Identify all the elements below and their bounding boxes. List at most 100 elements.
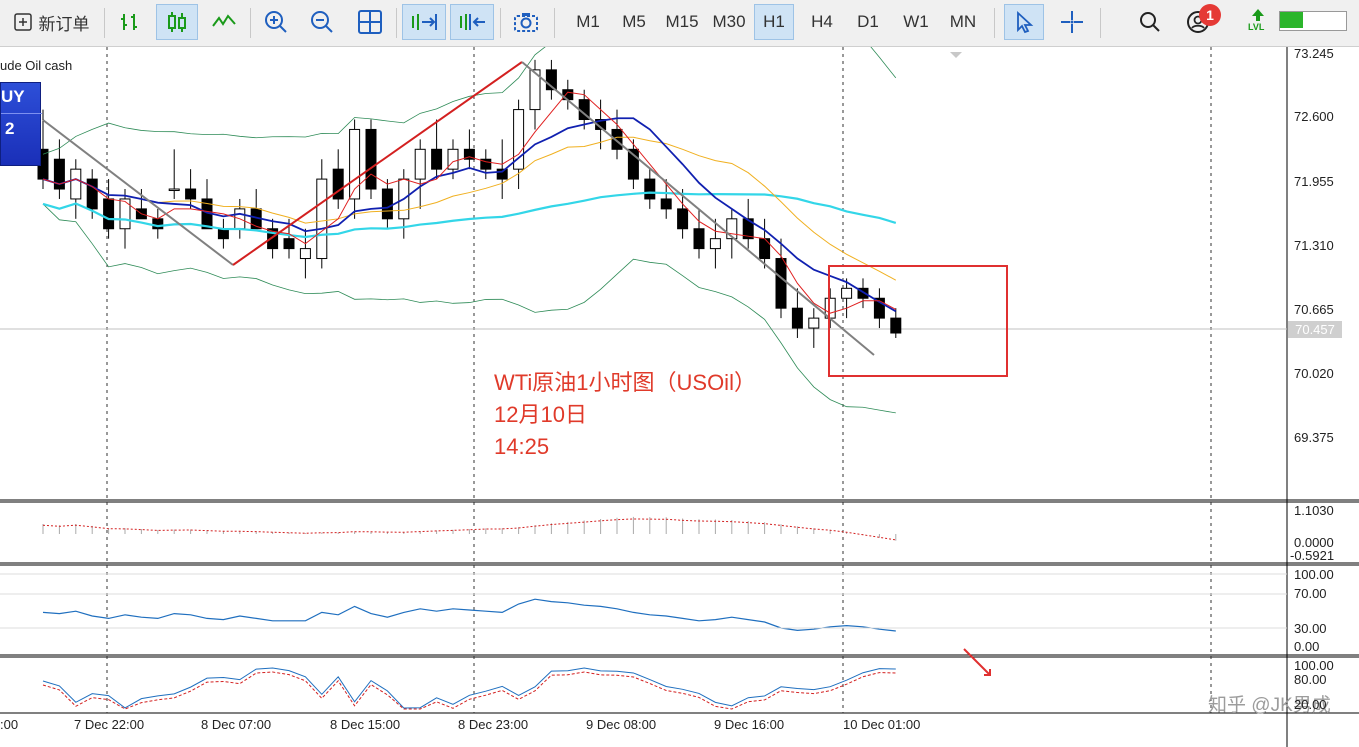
candle-body: [890, 317, 902, 334]
buy-value: 2: [5, 119, 15, 138]
rsi-tick: 70.00: [1294, 586, 1327, 601]
timeframe-w1[interactable]: W1: [903, 12, 929, 31]
stoch-tick: 100.00: [1294, 658, 1334, 673]
timeframe-h4[interactable]: H4: [811, 12, 833, 31]
candle-body: [365, 128, 377, 190]
candle-body: [513, 109, 525, 170]
lvl-label: LVL: [1248, 22, 1265, 32]
toolbar: 新订单 M1 M5 M15 M30 H1 H4 D1 W1 MN: [0, 0, 1359, 47]
trend-line-down: [42, 119, 234, 266]
ma-yellow-line: [42, 136, 897, 281]
symbol-label: ude Oil cash: [0, 58, 73, 73]
level-meter-fill: [1280, 12, 1304, 28]
candle-body: [103, 198, 115, 230]
ma-red-line: [42, 91, 897, 314]
annotation-date: 12月10日: [494, 402, 587, 427]
cursor-button[interactable]: [1004, 4, 1044, 40]
chart-canvas[interactable]: [0, 47, 1359, 747]
candle-body: [119, 198, 131, 230]
new-order-button[interactable]: 新订单: [4, 4, 98, 40]
new-order-icon: [13, 13, 32, 31]
macd-tick: -0.5921: [1290, 548, 1335, 563]
candle-body: [217, 228, 229, 240]
signal-arrow-icon: [1252, 9, 1264, 21]
timeframe-m5[interactable]: M5: [622, 12, 646, 31]
candlestick-chart-button[interactable]: [156, 4, 198, 40]
bar-chart-icon: [121, 14, 137, 30]
bar-chart-button[interactable]: [110, 4, 150, 40]
price-tick: 71.310: [1294, 238, 1334, 253]
zoom-in-button[interactable]: [256, 4, 296, 40]
stochastic-main-line: [42, 667, 896, 709]
candle-body: [611, 128, 623, 150]
time-tick: 9 Dec 16:00: [714, 717, 785, 732]
timeframe-m1[interactable]: M1: [576, 12, 600, 31]
line-chart-button[interactable]: [204, 4, 244, 40]
time-tick: 9 Dec 08:00: [586, 717, 657, 732]
time-tick: 10 Dec 01:00: [843, 717, 921, 732]
chart-shift-icon: [460, 14, 485, 30]
zoom-out-button[interactable]: [302, 4, 342, 40]
candle-body: [70, 168, 82, 200]
rsi-tick: 0.00: [1294, 639, 1320, 654]
candle-body: [86, 178, 98, 210]
candle-body: [709, 238, 721, 250]
bollinger-lower: [42, 203, 896, 414]
chart-shift-button[interactable]: [450, 4, 494, 40]
annotation-time: 14:25: [494, 434, 550, 459]
buy-label: UY: [1, 87, 25, 106]
price-tick: 71.955: [1294, 174, 1334, 189]
time-tick: 7 Dec 22:00: [74, 717, 145, 732]
red-arrow-icon: [963, 648, 991, 676]
stochastic-signal-line: [42, 671, 896, 710]
price-tick: 70.020: [1294, 366, 1334, 381]
trend-line-up: [232, 61, 523, 266]
line-chart-icon: [212, 14, 236, 27]
candle-body: [185, 188, 197, 200]
candle-body: [496, 168, 508, 180]
candle-body: [152, 218, 164, 230]
new-order-label: 新订单: [38, 14, 90, 34]
crosshair-button[interactable]: [1052, 4, 1092, 40]
candle-body: [693, 228, 705, 250]
search-button[interactable]: [1130, 4, 1170, 40]
candle-body: [808, 317, 820, 329]
camera-icon: [514, 13, 538, 32]
candle-body: [627, 148, 639, 180]
candle-body: [529, 69, 541, 111]
time-tick: 8 Dec 07:00: [201, 717, 272, 732]
highlight-box: [828, 265, 1008, 377]
stoch-tick: 80.00: [1294, 672, 1327, 687]
current-price-label: 70.457: [1288, 321, 1342, 338]
time-tick: 8 Dec 23:00: [458, 717, 529, 732]
rsi-tick: 100.00: [1294, 567, 1334, 582]
watermark: 知乎 @JK男成: [1208, 695, 1331, 716]
macd-tick: 1.1030: [1294, 503, 1334, 518]
tile-windows-button[interactable]: [350, 4, 390, 40]
candle-body: [775, 258, 787, 309]
candle-body: [431, 148, 443, 170]
timeframe-h1[interactable]: H1: [754, 4, 794, 40]
shift-marker: [950, 52, 962, 58]
candle-body: [316, 178, 328, 260]
timeframe-m15[interactable]: M15: [665, 12, 699, 31]
rsi-tick: 30.00: [1294, 621, 1327, 636]
auto-scroll-button[interactable]: [402, 4, 446, 40]
candle-body: [873, 297, 885, 319]
buy-panel[interactable]: UY 2: [0, 82, 42, 166]
candle-body: [53, 158, 65, 190]
candle-body: [447, 148, 459, 170]
auto-scroll-icon: [412, 14, 437, 30]
screenshot-button[interactable]: [506, 4, 546, 40]
zoom-out-icon: [311, 11, 333, 33]
macd-tick: 0.0000: [1294, 535, 1334, 550]
timeframe-m30[interactable]: M30: [712, 12, 746, 31]
candle-body: [841, 287, 853, 299]
timeframe-mn[interactable]: MN: [949, 12, 977, 31]
candle-body: [480, 158, 492, 170]
cursor-icon: [1017, 10, 1034, 34]
candle-body: [349, 128, 361, 200]
annotation-title: WTi原油1小时图（USOil）: [494, 370, 756, 395]
timeframe-d1[interactable]: D1: [857, 12, 879, 31]
stoch-tick: 20.00: [1294, 697, 1327, 712]
